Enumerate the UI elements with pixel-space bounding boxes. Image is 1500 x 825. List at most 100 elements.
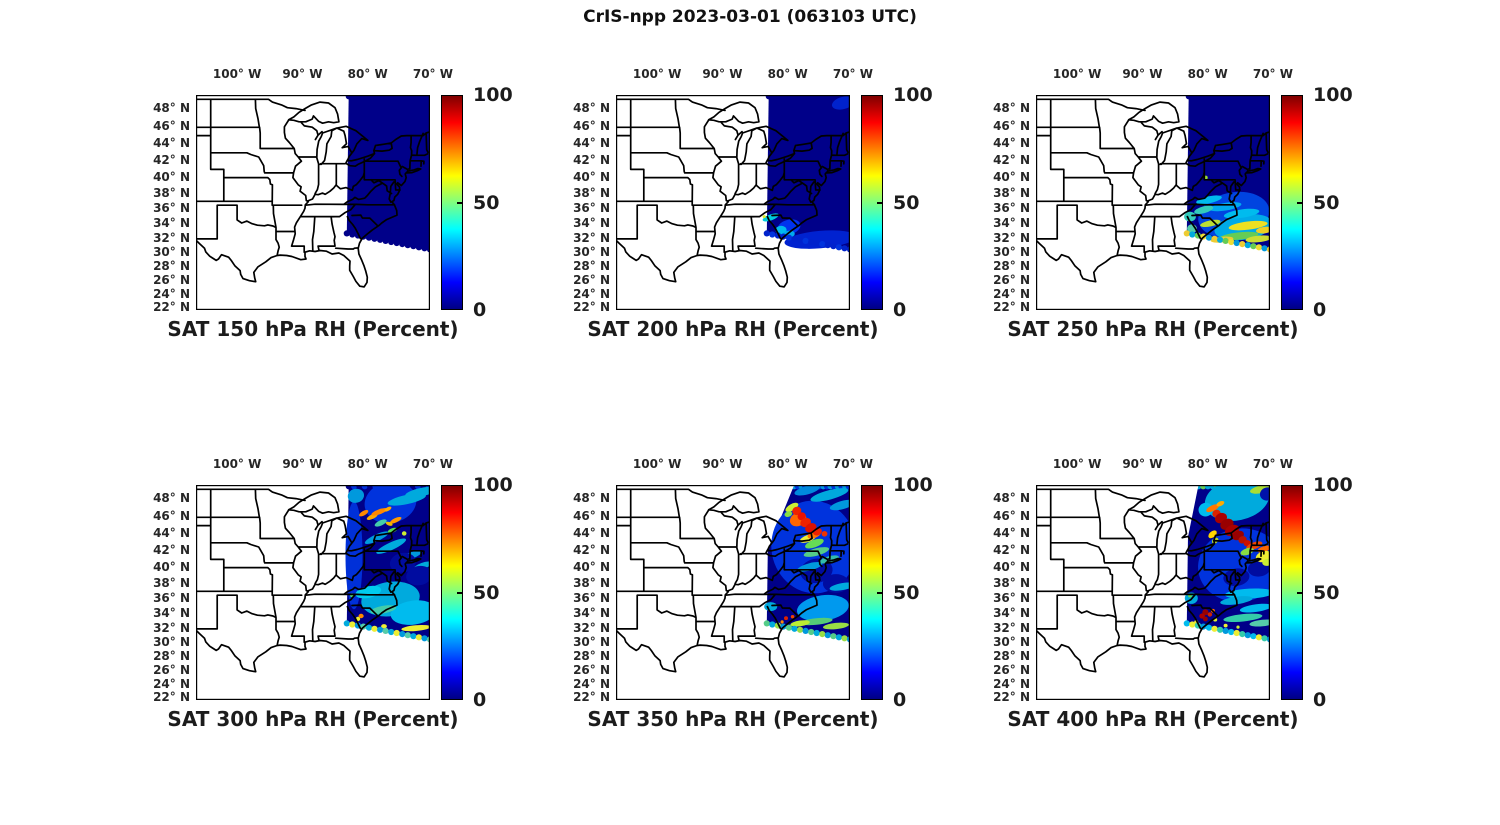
lat-tick-label: 42° N [153,543,190,558]
lat-tick-label: 28° N [573,649,610,664]
lon-tick-label: 100° W [632,67,682,81]
lat-tick-label: 26° N [153,273,190,288]
lon-tick-label: 90° W [1122,67,1163,81]
lat-tick-label: 28° N [573,259,610,274]
lon-tick-label: 80° W [347,67,388,81]
lat-tick-label: 34° N [993,606,1030,621]
lat-tick-label: 40° N [573,559,610,574]
map-canvas [616,95,850,310]
lat-tick-label: 30° N [573,245,610,260]
colorbar-tick-label: 100 [473,84,513,106]
colorbar-tick-mark [457,201,462,204]
lat-tick-label: 46° N [153,508,190,523]
lat-tick-label: 28° N [993,259,1030,274]
lat-tick-label: 44° N [573,526,610,541]
colorbar [441,485,463,700]
lat-tick-label: 38° N [153,185,190,200]
lat-tick-label: 24° N [573,287,610,302]
colorbar-tick-label: 100 [1313,84,1353,106]
colorbar-tick-label: 100 [893,474,933,496]
lat-tick-label: 42° N [573,543,610,558]
lat-tick-label: 32° N [153,620,190,635]
lat-tick-label: 28° N [993,649,1030,664]
lat-tick-label: 36° N [993,591,1030,605]
colorbar [861,95,883,310]
panel-250-hpa: 100° W 90° W 80° W 70° W 48° N 46° N 44° N 42°… [956,45,1386,345]
lat-tick-label: 22° N [153,690,190,705]
lon-tick-label: 70° W [1252,67,1293,81]
lon-tick-label: 80° W [1187,457,1228,471]
colorbar-tick-label: 0 [1313,299,1327,321]
panel-350-hpa: 100° W 90° W 80° W 70° W 48° N 46° N 44° N 42°… [536,435,966,735]
map-canvas [196,485,430,700]
lat-tick-label: 38° N [573,575,610,590]
lat-tick-label: 22° N [573,690,610,705]
lon-tick-label: 100° W [212,67,262,81]
colorbar [441,95,463,310]
lat-tick-label: 24° N [993,677,1030,692]
colorbar-tick-label: 0 [1313,689,1327,711]
colorbar-tick-label: 50 [473,581,500,604]
colorbar-tick-label: 0 [893,299,907,321]
lon-tick-label: 80° W [767,67,808,81]
lat-tick-label: 38° N [993,185,1030,200]
lon-tick-label: 100° W [1052,67,1102,81]
lon-tick-label: 100° W [1052,457,1102,471]
lat-tick-label: 34° N [573,216,610,231]
lat-tick-label: 46° N [573,508,610,523]
map-canvas [1036,95,1270,310]
lat-tick-label: 38° N [993,575,1030,590]
lat-tick-label: 26° N [573,273,610,288]
lat-tick-label: 46° N [993,508,1030,523]
colorbar-tick-mark [1297,591,1302,594]
panel-150-hpa: 100° W 90° W 80° W 70° W 48° N 46° N 44° N 42°… [116,45,546,345]
colorbar-tick-label: 50 [893,581,920,604]
lat-tick-label: 40° N [153,559,190,574]
lat-tick-label: 28° N [153,649,190,664]
lat-tick-label: 30° N [573,635,610,650]
lon-tick-label: 100° W [212,457,262,471]
lat-tick-label: 30° N [153,245,190,260]
lat-tick-label: 26° N [993,273,1030,288]
lat-tick-label: 28° N [153,259,190,274]
lat-tick-label: 32° N [153,230,190,245]
map-canvas [616,485,850,700]
colorbar-tick-mark [1297,201,1302,204]
lat-tick-label: 24° N [153,287,190,302]
lon-tick-label: 80° W [1187,67,1228,81]
lat-tick-label: 22° N [573,300,610,315]
lat-tick-label: 36° N [573,591,610,605]
lat-tick-label: 32° N [993,230,1030,245]
colorbar-tick-mark [877,201,882,204]
lat-tick-label: 24° N [153,677,190,692]
lat-tick-label: 48° N [153,490,190,505]
panel-title: SAT 150 hPa RH (Percent) [167,317,459,341]
colorbar-tick-label: 100 [893,84,933,106]
lat-tick-label: 32° N [993,620,1030,635]
panel-title: SAT 250 hPa RH (Percent) [1007,317,1299,341]
lat-tick-label: 26° N [573,663,610,678]
lat-tick-label: 32° N [573,620,610,635]
lat-tick-label: 22° N [993,300,1030,315]
map-canvas [1036,485,1270,700]
lat-tick-label: 46° N [573,118,610,133]
colorbar-tick-label: 0 [473,299,487,321]
lon-tick-label: 90° W [702,457,743,471]
lon-tick-label: 70° W [412,67,453,81]
lat-tick-label: 30° N [993,245,1030,260]
lat-tick-label: 30° N [153,635,190,650]
lat-tick-label: 22° N [993,690,1030,705]
lat-tick-label: 34° N [153,216,190,231]
lon-tick-label: 90° W [282,67,323,81]
figure-title: CrIS-npp 2023-03-01 (063103 UTC) [583,7,917,27]
lat-tick-label: 38° N [573,185,610,200]
lon-tick-label: 100° W [632,457,682,471]
lat-tick-label: 44° N [153,526,190,541]
colorbar-tick-label: 50 [473,191,500,214]
lat-tick-label: 32° N [573,230,610,245]
lat-tick-label: 36° N [153,591,190,605]
lat-tick-label: 30° N [993,635,1030,650]
lat-tick-label: 26° N [993,663,1030,678]
panel-400-hpa: 100° W 90° W 80° W 70° W 48° N 46° N 44° N 42°… [956,435,1386,735]
colorbar-tick-label: 100 [473,474,513,496]
